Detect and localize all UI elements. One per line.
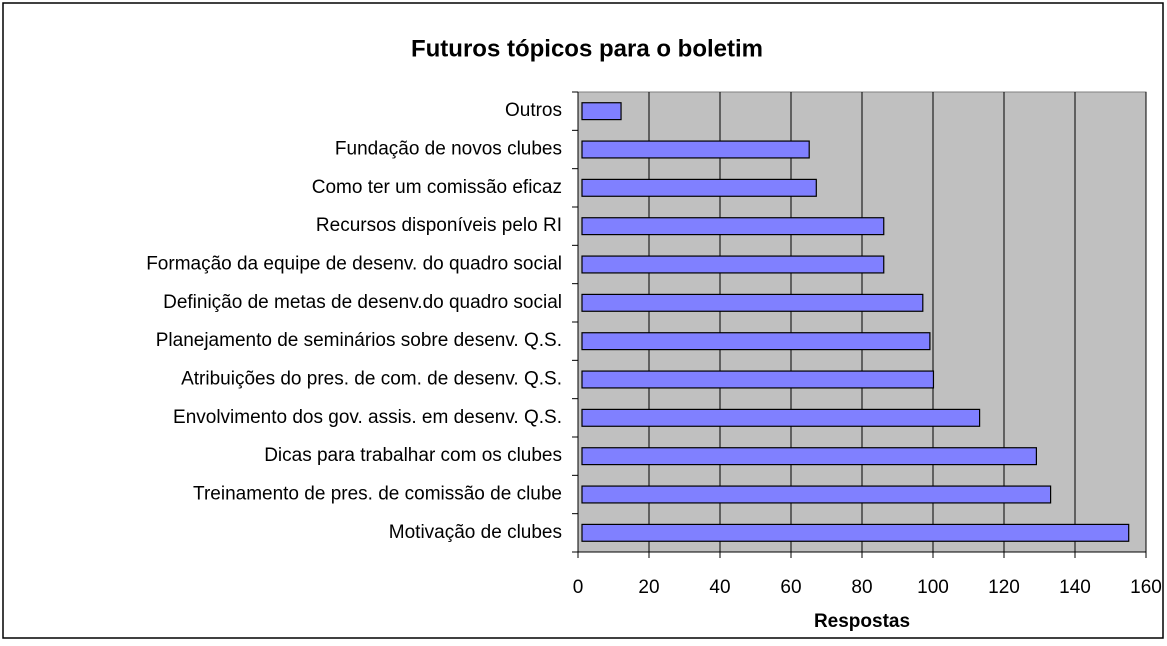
bar [581,217,885,236]
x-tick-label: 0 [573,577,584,598]
y-tick-label: Envolvimento dos gov. assis. em desenv. … [173,407,562,428]
bar [581,408,981,427]
y-tick-label: Planejamento de seminários sobre desenv.… [156,330,562,351]
x-tick-label: 120 [988,577,1020,598]
y-tick-label: Motivação de clubes [389,522,562,543]
bar [581,178,817,197]
y-tick-label: Outros [505,100,562,121]
bar [581,370,935,389]
y-tick-label: Como ter um comissão eficaz [312,177,562,198]
bar [581,255,885,274]
x-axis-label: Respostas [814,611,910,632]
y-tick-label: Definição de metas de desenv.do quadro s… [163,292,562,313]
x-tick-label: 60 [780,577,801,598]
y-tick-label: Recursos disponíveis pelo RI [316,215,562,236]
bar [581,447,1037,466]
y-tick-label: Treinamento de pres. de comissão de club… [193,484,562,505]
bar [581,485,1052,504]
bar [581,523,1130,542]
chart-title: Futuros tópicos para o boletim [411,35,763,62]
bar [581,140,810,159]
y-tick-label: Fundação de novos clubes [335,139,562,160]
y-tick-label: Dicas para trabalhar com os clubes [264,445,562,466]
bar [581,102,622,121]
bar [581,332,931,351]
x-tick-label: 80 [851,577,872,598]
x-tick-label: 40 [709,577,730,598]
y-tick-label: Formação da equipe de desenv. do quadro … [146,254,562,275]
x-tick-label: 160 [1130,577,1162,598]
x-tick-label: 20 [638,577,659,598]
bar [581,293,924,312]
y-tick-label: Atribuições do pres. de com. de desenv. … [181,369,562,390]
x-tick-label: 100 [917,577,949,598]
x-tick-label: 140 [1059,577,1091,598]
